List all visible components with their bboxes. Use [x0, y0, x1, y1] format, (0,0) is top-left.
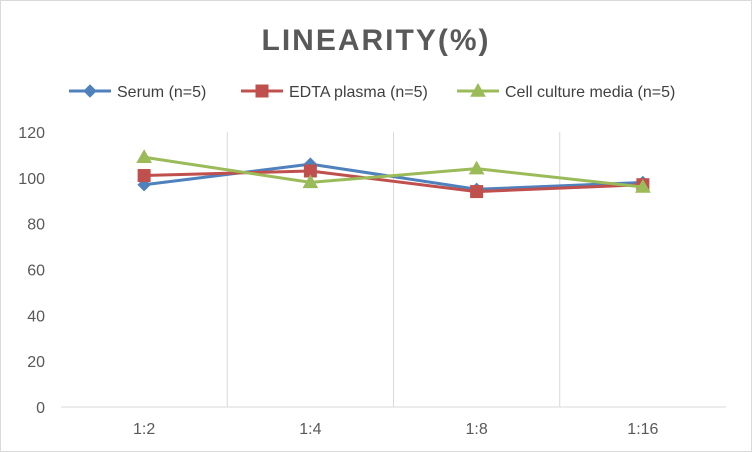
- y-tick-label: 100: [18, 171, 45, 188]
- legend-marker: [255, 84, 269, 98]
- legend-item: Cell culture media (n=5): [457, 82, 675, 101]
- legend-marker: [470, 82, 486, 97]
- data-point: [302, 174, 319, 189]
- chart-title: LINEARITY(%): [262, 24, 491, 57]
- x-tick-label: 1:8: [466, 421, 488, 438]
- data-point: [470, 185, 484, 199]
- data-point: [137, 169, 151, 183]
- data-point: [136, 149, 152, 163]
- y-tick-label: 0: [36, 400, 45, 417]
- legend-item: EDTA plasma (n=5): [241, 84, 428, 101]
- series-line: [143, 155, 644, 189]
- series-line: [144, 169, 643, 194]
- x-tick-label: 1:4: [299, 421, 321, 438]
- y-tick-label: 80: [27, 217, 45, 234]
- x-tick-label: 1:16: [627, 421, 658, 438]
- data-point: [635, 178, 651, 193]
- y-tick-label: 120: [18, 125, 45, 142]
- legend-label: Cell culture media (n=5): [505, 84, 675, 101]
- series-3: [136, 149, 651, 193]
- axes: 0 20 40 60 80 100 120 1:2 1:4 1:8 1:16: [18, 125, 726, 438]
- legend-item: Serum (n=5): [69, 84, 206, 101]
- data-point: [468, 160, 485, 175]
- legend-label: EDTA plasma (n=5): [289, 84, 428, 101]
- legend-label: Serum (n=5): [117, 84, 206, 101]
- legend-marker: [83, 84, 97, 98]
- y-tick-label: 20: [27, 354, 45, 371]
- x-tick-label: 1:2: [133, 421, 155, 438]
- series-group: [136, 149, 651, 199]
- y-tick-label: 60: [27, 263, 45, 280]
- legend: Serum (n=5) EDTA plasma (n=5) Cell culture…: [69, 82, 675, 101]
- y-tick-label: 40: [27, 308, 45, 325]
